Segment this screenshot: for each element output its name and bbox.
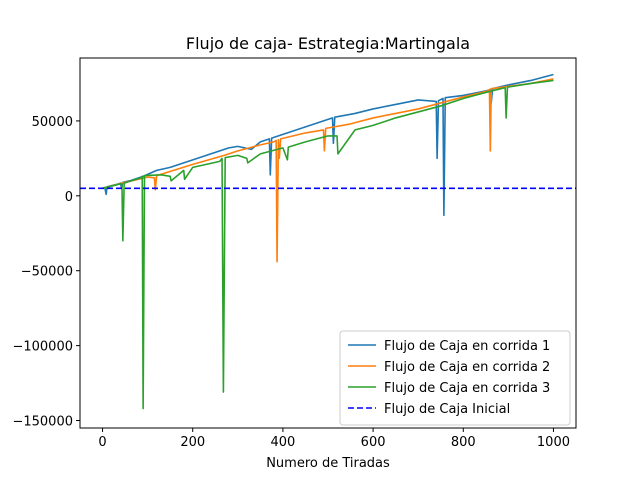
axes: 0 200 400 600 800 1000 −150000 −100000 −50000 0 50…: [12, 57, 577, 450]
legend: Flujo de Caja en corrida 1 Flujo de Caja …: [339, 330, 571, 426]
x-tick-label: 0: [98, 435, 106, 450]
legend-label: Flujo de Caja en corrida 3: [384, 381, 550, 396]
y-tick-label: −100000: [12, 340, 73, 355]
y-tick-label: −50000: [21, 265, 73, 280]
series-line-corrida-2: [102, 78, 554, 263]
legend-label: Flujo de Caja en corrida 1: [384, 339, 550, 354]
y-tick-label: 0: [65, 190, 73, 205]
y-tick-label: −150000: [12, 415, 73, 430]
x-tick-label: 200: [180, 435, 205, 450]
legend-label: Flujo de Caja en corrida 2: [384, 360, 550, 375]
legend-label: Flujo de Caja Inicial: [384, 402, 510, 417]
series-line-corrida-3: [102, 79, 554, 410]
plot-area: [80, 73, 576, 410]
x-tick-label: 1000: [537, 435, 570, 450]
y-tick-label: 50000: [32, 115, 73, 130]
x-tick-label: 800: [451, 435, 476, 450]
legend-box: [339, 330, 571, 426]
x-axis-label: Numero de Tiradas: [266, 456, 390, 471]
series-lines: [80, 73, 576, 410]
axes-frame: [79, 57, 577, 429]
chart-title: Flujo de caja- Estrategia:Martingala: [186, 34, 470, 53]
x-tick-label: 400: [270, 435, 295, 450]
x-tick-label: 600: [361, 435, 386, 450]
